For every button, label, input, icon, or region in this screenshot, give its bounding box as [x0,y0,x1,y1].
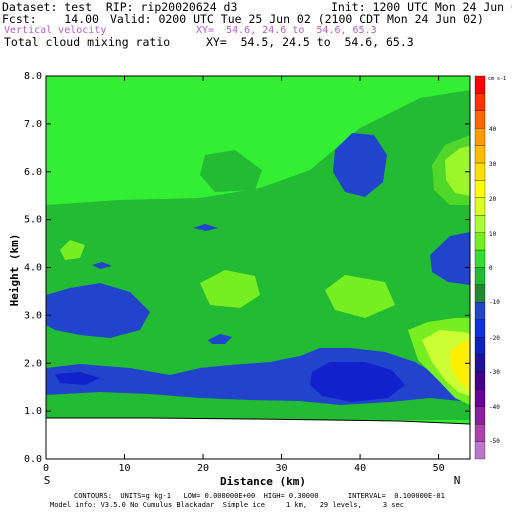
field-light-green-upper-right [432,135,470,205]
field-dark-blue-1 [310,362,405,402]
x-tick-label: 0 [43,463,49,474]
field2-label: Vertical velocity [4,25,107,36]
init-label: Init: 1200 UTC Mon 24 Jun 02 [331,0,512,14]
colorbar-swatch [474,75,486,94]
colorbar-tick-label: 40 [489,126,497,133]
colorbar-swatch [474,180,486,199]
colorbar-swatch [474,145,486,164]
colorbar-swatch [474,284,486,303]
terrain-line [46,417,470,425]
field2-xy-label: XY= 54.6, 24.6 to 54.6, 65.3 [196,25,377,36]
field-light-green-3 [60,240,85,260]
colorbar-swatch [474,406,486,425]
y-tick-label: 5.0 [24,215,42,226]
colorbar-tick-label: 30 [489,161,497,168]
y-tick-label: 3.0 [24,310,42,321]
y-tick-label: 2.0 [24,358,42,369]
x-axis: 0 10 20 30 40 50 [43,76,445,474]
x-tick-label: 10 [118,463,130,474]
colorbar-tick-label: -50 [489,438,500,445]
y-axis-title: Height (km) [8,234,21,307]
field-blue-upper [333,133,387,197]
terrain [46,418,470,459]
left-direction-label: S [44,474,51,487]
y-tick-label: 6.0 [24,167,42,178]
colorbar-swatch [474,128,486,146]
field1-label: Total cloud mixing ratio [4,35,171,49]
x-tick-label: 30 [276,463,288,474]
fcst-label: Fcst: 14.00 [2,12,99,26]
field-blue-small-3 [92,262,112,269]
colorbar-tick-label: -20 [489,335,500,342]
field-blue-small-1 [193,224,218,231]
colorbar-swatch [474,389,486,407]
y-tick-label: 7.0 [24,119,42,130]
footer-model-info: Model info: V3.5.0 No Cumulus Blackadar … [50,501,405,509]
colorbar-swatch [474,336,486,355]
colorbar-unit-label: cm s-1 [488,76,506,82]
field-blue-small-2 [208,334,232,344]
colorbar-swatch [474,441,486,460]
colorbar-tick-label: -10 [489,299,500,306]
colorbar-swatch [474,215,486,233]
field-green-lower [46,392,470,420]
footer-contours: CONTOURS: UNITS=g kg-1 LOW= 0.000000E+00… [74,492,445,500]
valid-label: Valid: 0200 UTC Tue 25 Jun 02 (2100 CDT … [110,12,484,26]
colorbar-swatch [474,319,486,338]
colorbar-swatch [474,302,486,320]
field-light-green-2 [325,275,395,318]
colorbar-tick-label: 0 [489,265,493,272]
colorbar-swatch [474,110,486,129]
colorbar-tick-label: 10 [489,231,497,238]
colorbar-swatch [474,93,486,111]
field-blue-left [46,283,150,338]
colorbar-tick-label: -40 [489,404,500,411]
colorbar-swatch [474,197,486,216]
contour-field [46,76,470,459]
field-yellow-lower-right [450,340,470,390]
x-axis-title: Distance (km) [220,475,306,488]
field1-xy-label: XY= 54.5, 24.5 to 54.6, 65.3 [206,35,414,49]
colorbar: 40 30 20 10 0 -10 -20 -30 -40 -50 [474,75,500,460]
field-light-green-1 [200,270,260,308]
y-tick-label: 4.0 [24,263,42,274]
y-axis: 0.0 1.0 2.0 3.0 4.0 5.0 6.0 7.0 8.0 [24,71,470,465]
dataset-label: Dataset: test RIP: rip20020624 d3 [2,0,238,14]
colorbar-swatch [474,162,486,181]
x-tick-label: 40 [354,463,366,474]
field-green-upper [200,150,262,192]
x-tick-label: 20 [197,463,209,474]
colorbar-swatch [474,371,486,390]
x-tick-label: 50 [433,463,445,474]
colorbar-swatch [474,424,486,442]
colorbar-tick-label: -30 [489,369,500,376]
colorbar-swatch [474,249,486,268]
y-tick-label: 0.0 [24,454,42,465]
right-direction-label: N [454,474,461,487]
colorbar-swatch [474,267,486,286]
colorbar-swatch [474,354,486,373]
colorbar-tick-label: 20 [489,196,497,203]
field-dark-blue-2 [55,372,100,385]
y-tick-label: 8.0 [24,71,42,82]
colorbar-swatch [474,232,486,251]
y-tick-label: 1.0 [24,406,42,417]
field-blue-right [430,232,470,285]
